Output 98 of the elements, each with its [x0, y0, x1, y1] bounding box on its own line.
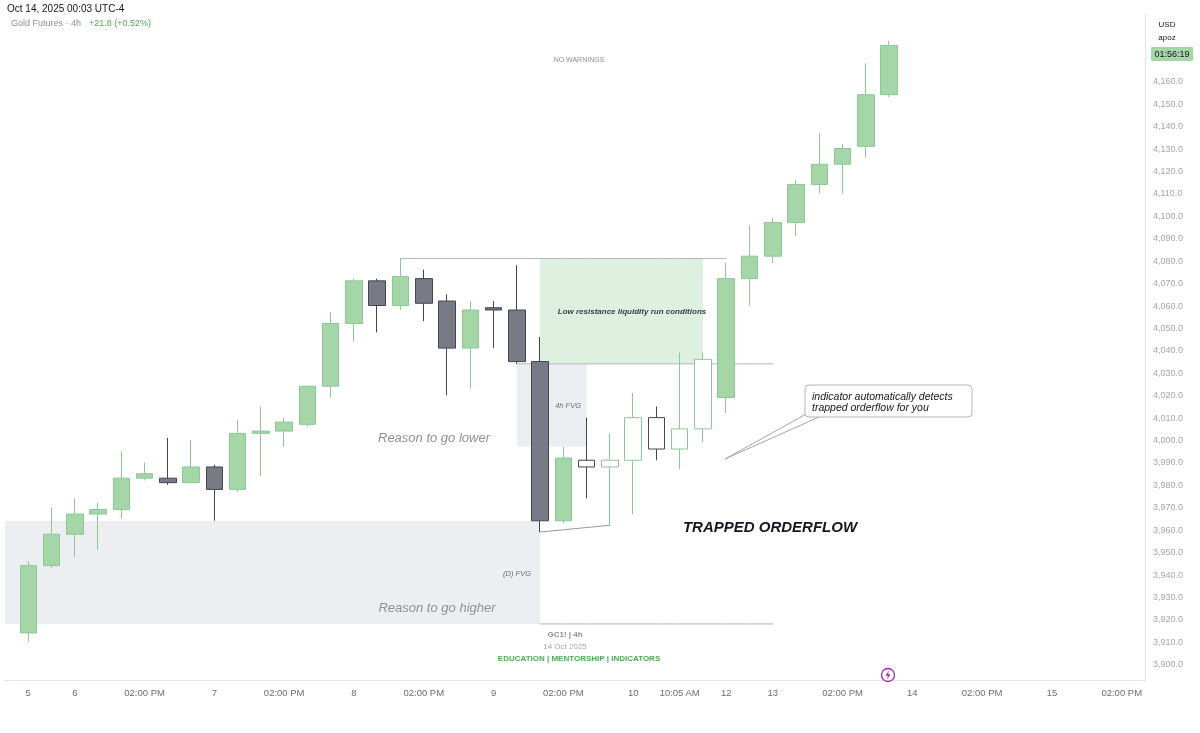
x-tick-label: 13	[767, 686, 779, 698]
y-tick-label: 3,910.0	[1153, 636, 1184, 647]
candlestick	[508, 264, 526, 365]
candlestick	[671, 352, 688, 470]
y-tick-label: 4,010.0	[1153, 412, 1184, 423]
candlestick	[159, 437, 177, 486]
candlestick	[206, 464, 223, 522]
candlestick	[578, 417, 595, 499]
candlestick	[834, 143, 851, 194]
annotation: Low resistance liquidity run conditions	[557, 306, 707, 316]
y-tick-label: 4,020.0	[1153, 390, 1184, 401]
annotation: indicator automatically detects trapped orderflow for you	[812, 389, 956, 413]
y-tick-label: 3,940.0	[1153, 569, 1184, 580]
y-tick-label: 4,150.0	[1153, 98, 1184, 109]
candlestick	[322, 311, 339, 398]
candlestick	[717, 262, 735, 414]
x-tick-label: 02:00 PM	[1101, 686, 1143, 698]
candlestick	[252, 405, 270, 477]
candlestick	[438, 293, 456, 396]
y-tick-label: 4,090.0	[1153, 233, 1184, 244]
y-tick-label: 4,140.0	[1153, 121, 1184, 132]
candlestick	[648, 405, 665, 461]
x-tick-label: 12	[720, 686, 732, 698]
candlestick	[531, 336, 549, 533]
candlestick	[485, 300, 502, 349]
candlestick	[415, 269, 433, 322]
y-tick-label: 4,100.0	[1153, 210, 1184, 221]
candlestick	[136, 461, 153, 481]
y-tick-label: 4,120.0	[1153, 165, 1184, 176]
candlestick	[601, 432, 619, 526]
text: apoz	[1158, 32, 1176, 42]
annotation: Reason to go higher	[378, 599, 497, 615]
annotation: 14 Oct 2025	[543, 641, 588, 651]
x-tick-label: 9	[490, 686, 497, 698]
candlestick	[229, 419, 246, 493]
candlestick	[624, 392, 642, 515]
text: 01:56:19	[1154, 49, 1190, 59]
y-tick-label: 3,930.0	[1153, 592, 1184, 603]
y-tick-label: 4,060.0	[1153, 300, 1184, 311]
line-series	[539, 524, 611, 533]
x-tick-label: 10	[627, 686, 639, 698]
x-tick-label: 02:00 PM	[403, 686, 445, 698]
x-tick-label: 02:00 PM	[124, 686, 165, 698]
text: Oct 14, 2025 00:03 UTC-4	[7, 2, 125, 14]
candlestick	[764, 217, 782, 264]
y-tick-label: 4,000.0	[1153, 435, 1184, 446]
x-tick-label: 02:00 PM	[263, 686, 305, 698]
x-tick-label: 7	[211, 686, 218, 698]
annotation: TRAPPED ORDERFLOW	[682, 517, 859, 535]
candlestick	[811, 132, 828, 194]
y-tick-label: 3,970.0	[1153, 502, 1184, 513]
x-tick-label: 15	[1046, 686, 1058, 698]
candlestick	[857, 62, 875, 159]
x-tick-label: 10:05 AM	[659, 686, 700, 698]
candlestick	[392, 257, 409, 311]
y-tick-label: 4,130.0	[1153, 143, 1184, 154]
y-axis-title: USD	[1158, 19, 1176, 29]
x-tick-label: 02:00 PM	[822, 686, 863, 698]
candlestick	[43, 506, 60, 569]
candlestick	[113, 450, 130, 520]
candlestick	[741, 224, 758, 307]
annotation: EDUCATION | MENTORSHIP | INDICATORS	[497, 653, 661, 663]
x-tick-label: 8	[351, 686, 357, 698]
candlestick	[462, 300, 479, 389]
candlestick	[299, 385, 316, 428]
chart-subtitle: +21.8 (+0.52%)	[89, 18, 152, 28]
candlestick	[20, 560, 37, 643]
y-tick-label: 3,990.0	[1153, 457, 1184, 468]
y-tick-label: 3,960.0	[1153, 524, 1184, 535]
y-tick-label: 4,030.0	[1153, 367, 1184, 378]
x-tick-label: 02:00 PM	[543, 686, 584, 698]
candlestick	[275, 417, 293, 448]
candlestick	[368, 278, 386, 333]
candlestick	[182, 439, 200, 484]
candlestick	[66, 497, 84, 558]
candlestick	[787, 179, 805, 237]
y-tick-label: 4,040.0	[1153, 345, 1184, 356]
annotation: Reason to go lower	[377, 429, 491, 445]
candlestick	[880, 40, 898, 98]
y-tick-label: 4,160.0	[1153, 76, 1184, 87]
y-tick-label: 3,950.0	[1153, 547, 1184, 558]
y-tick-label: 3,900.0	[1153, 659, 1184, 670]
candlestick	[89, 502, 107, 551]
candlestick	[694, 352, 712, 443]
y-tick-label: 4,050.0	[1153, 322, 1184, 333]
y-tick-label: 3,920.0	[1153, 614, 1184, 625]
y-tick-label: 4,110.0	[1153, 188, 1183, 199]
candlestick	[555, 446, 572, 524]
x-tick-label: 14	[907, 686, 918, 698]
y-tick-label: 4,070.0	[1153, 278, 1184, 289]
annotation: GC1! | 4h	[547, 629, 583, 639]
x-tick-label: 5	[25, 686, 31, 698]
candlestick	[345, 278, 363, 342]
y-tick-label: 3,980.0	[1153, 479, 1184, 490]
x-tick-label: 02:00 PM	[961, 686, 1003, 698]
y-tick-label: 4,080.0	[1153, 255, 1184, 266]
x-tick-label: 6	[72, 686, 78, 698]
chart-title: Gold Futures · 4h	[11, 18, 82, 28]
